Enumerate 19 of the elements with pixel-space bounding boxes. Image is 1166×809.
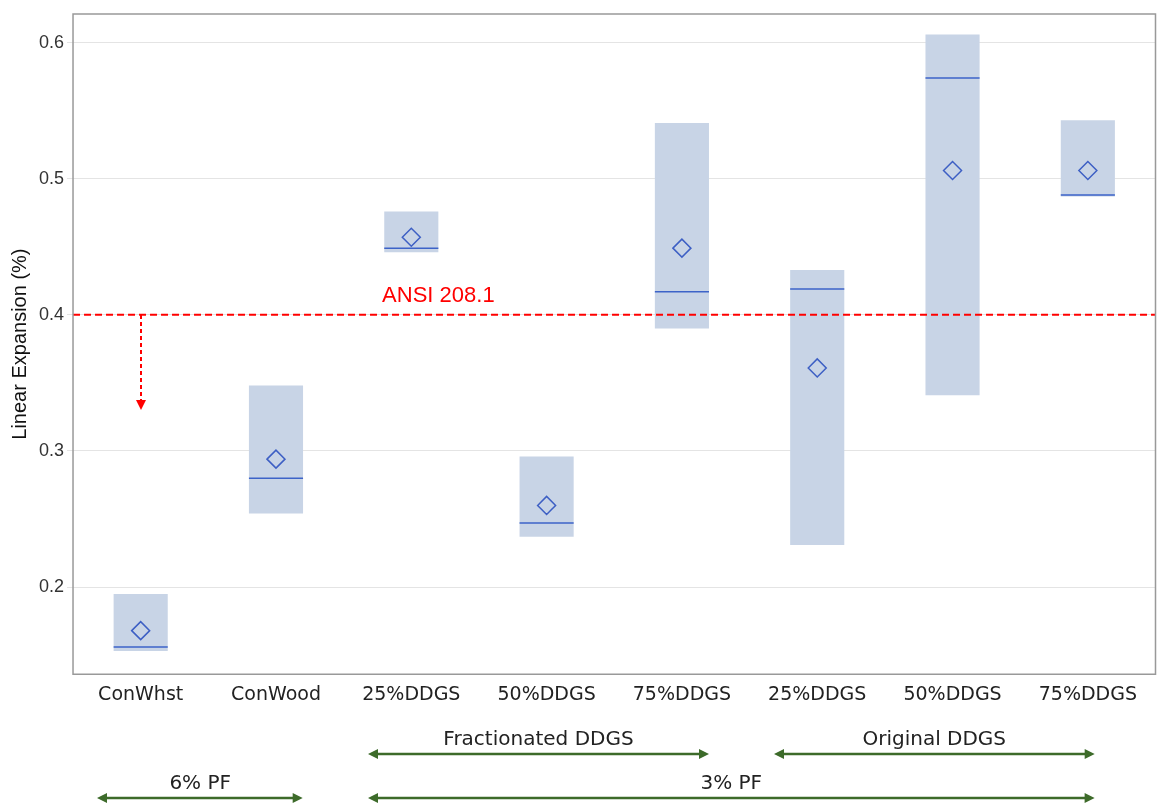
y-tick-label: 0.2 (38, 576, 65, 597)
x-tick-label: 75%DDGS (1038, 681, 1137, 704)
y-axis-title: Linear Expansion (%) (7, 248, 30, 440)
x-tick-label: ConWood (231, 681, 321, 704)
text: Original DDGS (862, 726, 1007, 751)
text: 3% PF (700, 770, 763, 795)
y-tick-label: 0.4 (38, 303, 65, 324)
x-tick-label: 25%DDGS (362, 681, 461, 704)
x-tick-label: ConWhst (98, 681, 184, 704)
y-tick-label: 0.5 (38, 167, 65, 188)
y-tick-label: 0.3 (38, 439, 65, 460)
text: 6% PF (169, 770, 232, 795)
ref-line-label: ANSI 208.1 (382, 281, 495, 307)
x-tick-label: 50%DDGS (903, 681, 1002, 704)
x-tick-label: 75%DDGS (632, 681, 732, 704)
text: Fractionated DDGS (443, 726, 634, 751)
x-tick-label: 25%DDGS (768, 681, 867, 704)
x-tick-label: 50%DDGS (497, 681, 596, 704)
y-tick-label: 0.6 (38, 31, 65, 52)
